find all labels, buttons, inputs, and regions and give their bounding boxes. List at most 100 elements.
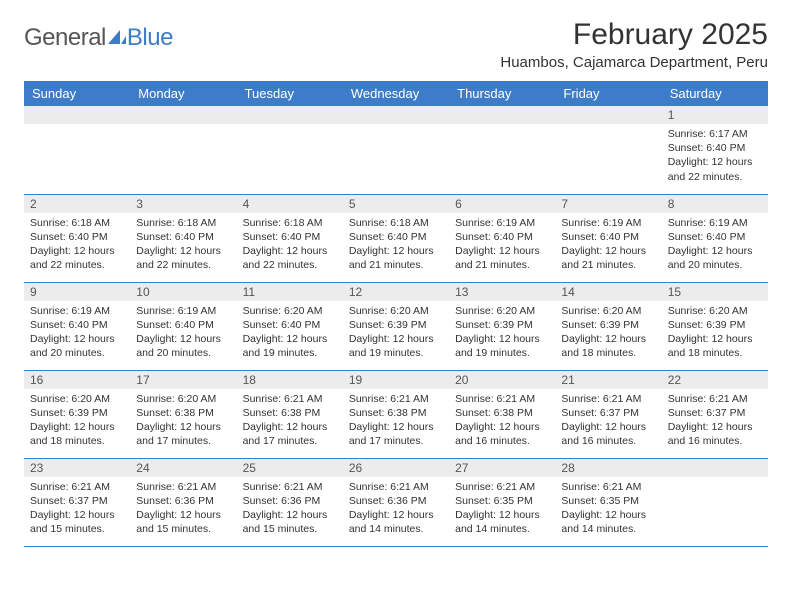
sunrise-text: Sunrise: 6:19 AM bbox=[668, 216, 762, 230]
day-details: Sunrise: 6:21 AMSunset: 6:36 PMDaylight:… bbox=[237, 477, 343, 541]
calendar-day-cell: 12Sunrise: 6:20 AMSunset: 6:39 PMDayligh… bbox=[343, 282, 449, 370]
daylight-text-2: and 21 minutes. bbox=[561, 258, 655, 272]
sunset-text: Sunset: 6:35 PM bbox=[455, 494, 549, 508]
calendar-day-cell: 13Sunrise: 6:20 AMSunset: 6:39 PMDayligh… bbox=[449, 282, 555, 370]
day-number: 19 bbox=[343, 371, 449, 389]
calendar-week-row: 9Sunrise: 6:19 AMSunset: 6:40 PMDaylight… bbox=[24, 282, 768, 370]
daylight-text-1: Daylight: 12 hours bbox=[455, 244, 549, 258]
month-title: February 2025 bbox=[500, 18, 768, 52]
calendar-day-cell bbox=[343, 106, 449, 194]
day-number-empty bbox=[662, 459, 768, 477]
calendar-day-cell: 18Sunrise: 6:21 AMSunset: 6:38 PMDayligh… bbox=[237, 370, 343, 458]
day-details: Sunrise: 6:20 AMSunset: 6:39 PMDaylight:… bbox=[662, 301, 768, 365]
sunset-text: Sunset: 6:40 PM bbox=[136, 318, 230, 332]
sunrise-text: Sunrise: 6:18 AM bbox=[349, 216, 443, 230]
daylight-text-1: Daylight: 12 hours bbox=[349, 420, 443, 434]
calendar-day-cell: 20Sunrise: 6:21 AMSunset: 6:38 PMDayligh… bbox=[449, 370, 555, 458]
calendar-day-cell: 21Sunrise: 6:21 AMSunset: 6:37 PMDayligh… bbox=[555, 370, 661, 458]
calendar-day-cell: 17Sunrise: 6:20 AMSunset: 6:38 PMDayligh… bbox=[130, 370, 236, 458]
daylight-text-2: and 18 minutes. bbox=[668, 346, 762, 360]
calendar-day-cell: 9Sunrise: 6:19 AMSunset: 6:40 PMDaylight… bbox=[24, 282, 130, 370]
day-number: 1 bbox=[662, 106, 768, 124]
day-number: 21 bbox=[555, 371, 661, 389]
day-details: Sunrise: 6:21 AMSunset: 6:37 PMDaylight:… bbox=[555, 389, 661, 453]
sunrise-text: Sunrise: 6:18 AM bbox=[30, 216, 124, 230]
sunset-text: Sunset: 6:40 PM bbox=[668, 141, 762, 155]
day-number: 26 bbox=[343, 459, 449, 477]
daylight-text-1: Daylight: 12 hours bbox=[30, 420, 124, 434]
sunset-text: Sunset: 6:36 PM bbox=[243, 494, 337, 508]
calendar-day-cell: 26Sunrise: 6:21 AMSunset: 6:36 PMDayligh… bbox=[343, 458, 449, 546]
calendar-day-cell: 25Sunrise: 6:21 AMSunset: 6:36 PMDayligh… bbox=[237, 458, 343, 546]
day-details: Sunrise: 6:20 AMSunset: 6:39 PMDaylight:… bbox=[555, 301, 661, 365]
sunset-text: Sunset: 6:38 PM bbox=[243, 406, 337, 420]
day-details: Sunrise: 6:20 AMSunset: 6:39 PMDaylight:… bbox=[343, 301, 449, 365]
calendar-day-cell: 5Sunrise: 6:18 AMSunset: 6:40 PMDaylight… bbox=[343, 194, 449, 282]
location-label: Huambos, Cajamarca Department, Peru bbox=[500, 54, 768, 71]
daylight-text-2: and 19 minutes. bbox=[349, 346, 443, 360]
sunrise-text: Sunrise: 6:21 AM bbox=[349, 480, 443, 494]
day-number: 27 bbox=[449, 459, 555, 477]
weekday-header: Tuesday bbox=[237, 81, 343, 106]
calendar-day-cell: 11Sunrise: 6:20 AMSunset: 6:40 PMDayligh… bbox=[237, 282, 343, 370]
weekday-header: Thursday bbox=[449, 81, 555, 106]
sunrise-text: Sunrise: 6:21 AM bbox=[30, 480, 124, 494]
day-details: Sunrise: 6:21 AMSunset: 6:38 PMDaylight:… bbox=[237, 389, 343, 453]
day-details: Sunrise: 6:20 AMSunset: 6:39 PMDaylight:… bbox=[24, 389, 130, 453]
calendar-header-row: Sunday Monday Tuesday Wednesday Thursday… bbox=[24, 81, 768, 106]
calendar-day-cell: 10Sunrise: 6:19 AMSunset: 6:40 PMDayligh… bbox=[130, 282, 236, 370]
daylight-text-1: Daylight: 12 hours bbox=[455, 420, 549, 434]
calendar-day-cell: 14Sunrise: 6:20 AMSunset: 6:39 PMDayligh… bbox=[555, 282, 661, 370]
day-details: Sunrise: 6:21 AMSunset: 6:38 PMDaylight:… bbox=[449, 389, 555, 453]
daylight-text-1: Daylight: 12 hours bbox=[136, 508, 230, 522]
sunset-text: Sunset: 6:40 PM bbox=[136, 230, 230, 244]
sunset-text: Sunset: 6:37 PM bbox=[30, 494, 124, 508]
calendar-day-cell bbox=[130, 106, 236, 194]
calendar-week-row: 1Sunrise: 6:17 AMSunset: 6:40 PMDaylight… bbox=[24, 106, 768, 194]
sunrise-text: Sunrise: 6:21 AM bbox=[455, 480, 549, 494]
daylight-text-1: Daylight: 12 hours bbox=[561, 420, 655, 434]
daylight-text-2: and 18 minutes. bbox=[561, 346, 655, 360]
calendar-day-cell: 22Sunrise: 6:21 AMSunset: 6:37 PMDayligh… bbox=[662, 370, 768, 458]
weekday-header: Friday bbox=[555, 81, 661, 106]
weekday-header: Monday bbox=[130, 81, 236, 106]
daylight-text-2: and 14 minutes. bbox=[455, 522, 549, 536]
day-number: 15 bbox=[662, 283, 768, 301]
daylight-text-1: Daylight: 12 hours bbox=[30, 244, 124, 258]
daylight-text-1: Daylight: 12 hours bbox=[243, 508, 337, 522]
calendar-day-cell: 27Sunrise: 6:21 AMSunset: 6:35 PMDayligh… bbox=[449, 458, 555, 546]
daylight-text-2: and 22 minutes. bbox=[30, 258, 124, 272]
calendar-day-cell: 23Sunrise: 6:21 AMSunset: 6:37 PMDayligh… bbox=[24, 458, 130, 546]
daylight-text-2: and 17 minutes. bbox=[136, 434, 230, 448]
sunset-text: Sunset: 6:40 PM bbox=[349, 230, 443, 244]
calendar-day-cell bbox=[555, 106, 661, 194]
daylight-text-1: Daylight: 12 hours bbox=[349, 244, 443, 258]
sunrise-text: Sunrise: 6:19 AM bbox=[136, 304, 230, 318]
daylight-text-1: Daylight: 12 hours bbox=[668, 155, 762, 169]
sunset-text: Sunset: 6:36 PM bbox=[349, 494, 443, 508]
day-details: Sunrise: 6:17 AMSunset: 6:40 PMDaylight:… bbox=[662, 124, 768, 188]
day-number: 2 bbox=[24, 195, 130, 213]
sunrise-text: Sunrise: 6:20 AM bbox=[561, 304, 655, 318]
day-details: Sunrise: 6:21 AMSunset: 6:36 PMDaylight:… bbox=[130, 477, 236, 541]
calendar-week-row: 16Sunrise: 6:20 AMSunset: 6:39 PMDayligh… bbox=[24, 370, 768, 458]
day-number: 22 bbox=[662, 371, 768, 389]
day-number: 24 bbox=[130, 459, 236, 477]
day-number: 28 bbox=[555, 459, 661, 477]
sunset-text: Sunset: 6:40 PM bbox=[30, 230, 124, 244]
calendar-day-cell bbox=[449, 106, 555, 194]
calendar-day-cell: 3Sunrise: 6:18 AMSunset: 6:40 PMDaylight… bbox=[130, 194, 236, 282]
calendar-body: 1Sunrise: 6:17 AMSunset: 6:40 PMDaylight… bbox=[24, 106, 768, 546]
daylight-text-2: and 21 minutes. bbox=[455, 258, 549, 272]
sunrise-text: Sunrise: 6:20 AM bbox=[349, 304, 443, 318]
daylight-text-2: and 22 minutes. bbox=[136, 258, 230, 272]
daylight-text-2: and 16 minutes. bbox=[561, 434, 655, 448]
sunset-text: Sunset: 6:40 PM bbox=[243, 318, 337, 332]
daylight-text-2: and 16 minutes. bbox=[455, 434, 549, 448]
sunrise-text: Sunrise: 6:20 AM bbox=[455, 304, 549, 318]
logo-text-general: General bbox=[24, 24, 106, 52]
daylight-text-1: Daylight: 12 hours bbox=[30, 508, 124, 522]
daylight-text-1: Daylight: 12 hours bbox=[243, 332, 337, 346]
day-number-empty bbox=[24, 106, 130, 124]
sunset-text: Sunset: 6:38 PM bbox=[455, 406, 549, 420]
